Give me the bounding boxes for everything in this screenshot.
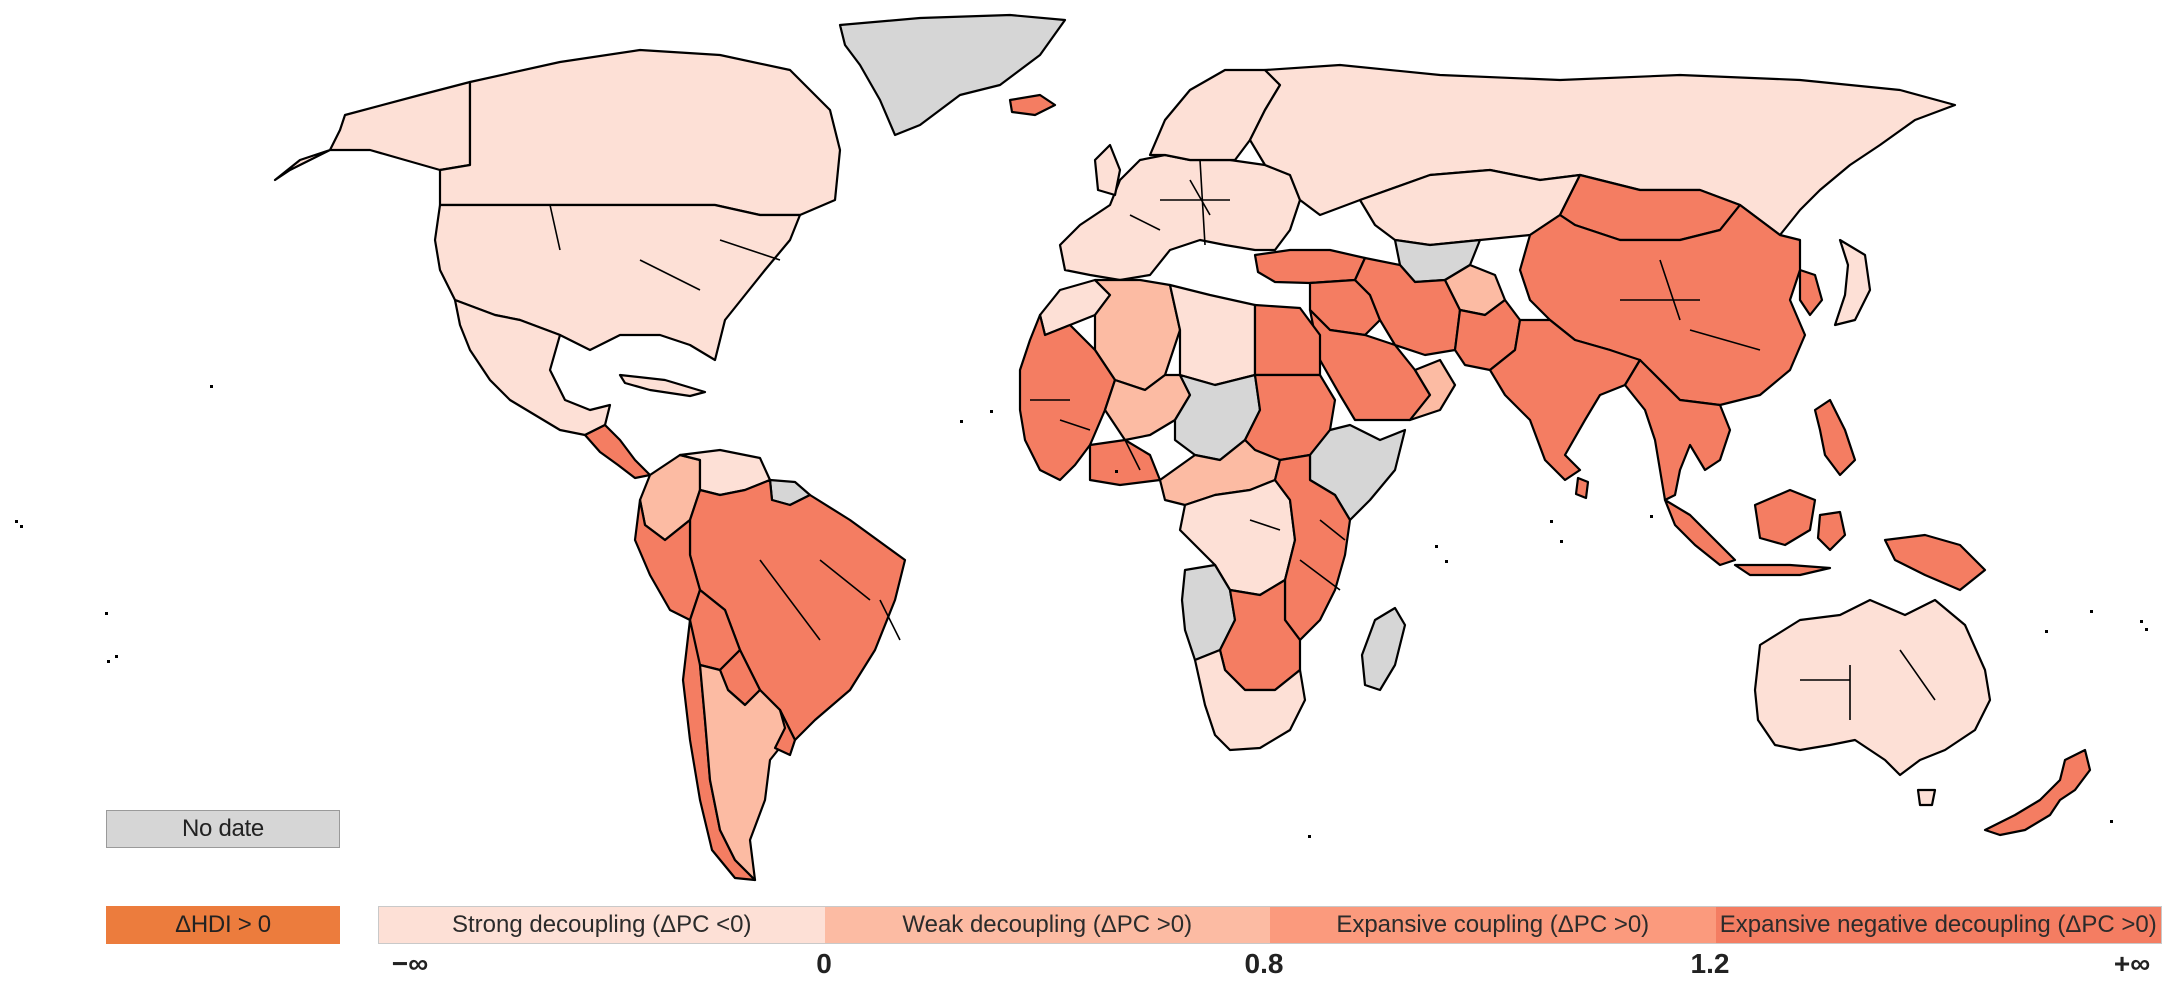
region-australia <box>1753 598 1992 777</box>
region-korea <box>1798 268 1824 317</box>
legend-hdi-label: ΔHDI > 0 <box>175 911 271 938</box>
legend-strong-decoupling-label: Strong decoupling (ΔPC <0) <box>451 911 752 938</box>
region-indonesia <box>1663 498 1832 577</box>
region-alaska <box>273 80 472 182</box>
region-madagascar <box>1360 606 1407 692</box>
region-sri-lanka <box>1574 476 1590 500</box>
scale-tick-0: 0 <box>816 948 832 979</box>
legend-scale-bar: Strong decoupling (ΔPC <0) Weak decoupli… <box>378 906 2162 944</box>
region-greenland <box>838 13 1067 137</box>
region-egypt <box>1253 303 1322 377</box>
legend-expansive-coupling-label: Expansive coupling (ΔPC >0) <box>1336 911 1650 938</box>
region-canada <box>438 48 842 217</box>
region-new-zealand <box>1983 748 2092 837</box>
region-turkey <box>1253 248 1367 285</box>
legend-weak-decoupling: Weak decoupling (ΔPC >0) <box>824 907 1270 943</box>
region-iceland <box>1008 93 1057 117</box>
legend-expansive-negative-decoupling: Expansive negative decoupling (ΔPC >0) <box>1715 907 2161 943</box>
region-libya <box>1168 283 1257 387</box>
region-sulawesi <box>1816 510 1847 552</box>
scale-tick-neg-inf: −∞ <box>391 948 429 979</box>
region-new-guinea <box>1883 533 1987 592</box>
region-argentina <box>698 663 792 882</box>
scale-tick-pos-inf: +∞ <box>2113 948 2151 979</box>
region-tasmania <box>1916 788 1937 807</box>
region-philippines <box>1813 398 1857 477</box>
scale-tick-1-2: 1.2 <box>1690 948 1730 979</box>
legend-no-data-label: No date <box>182 815 264 842</box>
region-central-america <box>583 423 652 480</box>
legend-expansive-negative-decoupling-label: Expansive negative decoupling (ΔPC >0) <box>1719 911 2157 938</box>
region-borneo <box>1753 488 1817 547</box>
region-south-africa <box>1193 648 1307 752</box>
legend-no-data: No date <box>106 810 340 848</box>
legend-weak-decoupling-label: Weak decoupling (ΔPC >0) <box>902 911 1193 938</box>
region-japan <box>1833 238 1872 327</box>
map-borders <box>549 159 1936 720</box>
region-uruguay <box>773 708 797 757</box>
scale-tick-0-8: 0.8 <box>1244 948 1284 979</box>
region-oman <box>1408 358 1457 422</box>
region-southeast-asia <box>1623 358 1732 502</box>
region-europe <box>1058 153 1302 282</box>
region-east-africa <box>1273 453 1352 642</box>
legend-hdi: ΔHDI > 0 <box>106 906 340 944</box>
region-india <box>1488 318 1642 482</box>
region-iran <box>1353 256 1462 357</box>
region-cuba <box>618 373 707 398</box>
legend-strong-decoupling: Strong decoupling (ΔPC <0) <box>379 907 825 943</box>
legend-expansive-coupling: Expansive coupling (ΔPC >0) <box>1270 907 1716 943</box>
region-uk <box>1093 143 1122 197</box>
